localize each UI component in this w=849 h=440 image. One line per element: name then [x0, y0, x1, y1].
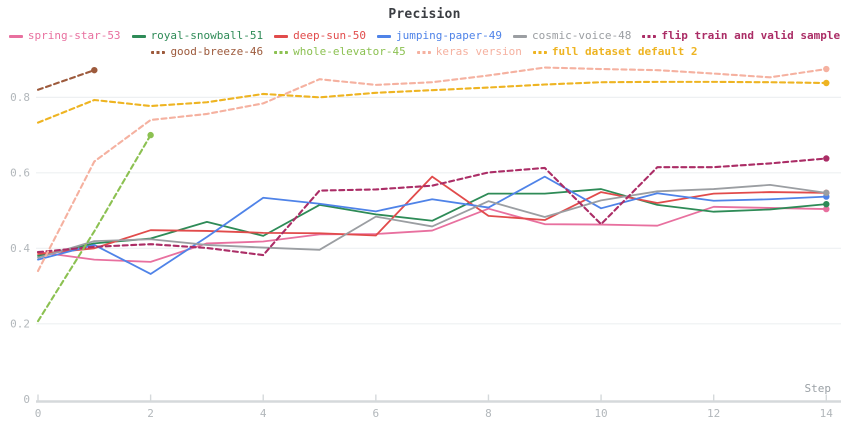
endpoint-dot — [823, 79, 830, 87]
series-line-spring-star-53[interactable] — [37, 205, 828, 263]
dashed-line-swatch-icon — [151, 50, 166, 54]
endpoint-dot — [823, 189, 830, 197]
legend-item-keras-version[interactable]: keras version — [416, 45, 522, 59]
legend-label: royal-snowball-51 — [150, 29, 264, 42]
legend-label: keras version — [435, 45, 522, 58]
legend-label: jumping-paper-49 — [396, 29, 502, 42]
y-tick-label: 0.4 — [10, 242, 30, 255]
legend-label: good-breeze-46 — [170, 45, 264, 58]
legend-label: full dataset default 2 — [551, 45, 698, 58]
chart-title: Precision — [388, 7, 461, 22]
legend-label: whole-elevator-45 — [293, 45, 406, 58]
x-tick-label: 10 — [594, 407, 607, 420]
solid-line-swatch-icon — [274, 34, 289, 38]
endpoint-dot — [91, 66, 98, 74]
solid-line-swatch-icon — [377, 34, 392, 38]
x-tick-label: 2 — [147, 407, 154, 420]
series-line-royal-snowball-51[interactable] — [37, 188, 828, 257]
x-tick-label: 14 — [820, 407, 834, 420]
legend-item-whole-elevator-45[interactable]: whole-elevator-45 — [274, 45, 406, 59]
series-line-deep-sun-50[interactable] — [37, 175, 828, 255]
y-tick-label: 0.2 — [10, 317, 30, 330]
dashed-line-swatch-icon — [642, 34, 657, 38]
dashed-line-swatch-icon — [274, 50, 289, 54]
legend-item-spring-star-53[interactable]: spring-star-53 — [8, 29, 121, 43]
x-tick-label: 8 — [485, 407, 492, 420]
x-tick-label: 4 — [260, 407, 267, 420]
legend-row-2: good-breeze-46 whole-elevator-45 keras ver… — [0, 45, 849, 59]
endpoint-dot — [823, 155, 830, 162]
legend-item-cosmic-voice-48[interactable]: cosmic-voice-48 — [512, 29, 632, 43]
dashed-line-swatch-icon — [416, 50, 431, 54]
solid-line-swatch-icon — [131, 34, 146, 38]
legend-item-full-dataset-default-2[interactable]: full dataset default 2 — [532, 45, 698, 59]
x-axis-title: Step — [805, 382, 832, 395]
legend-item-good-breeze-46[interactable]: good-breeze-46 — [151, 45, 263, 59]
y-tick-label: 0.8 — [10, 91, 30, 104]
series-line-good-breeze-46[interactable] — [36, 69, 96, 91]
series-line-whole-elevator-45[interactable] — [36, 134, 152, 323]
dashed-line-swatch-icon — [532, 50, 547, 54]
endpoint-dot — [147, 131, 154, 139]
legend-item-deep-sun-50[interactable]: deep-sun-50 — [274, 29, 366, 43]
series-line-full-dataset-default-2[interactable] — [36, 80, 828, 124]
endpoint-dot — [823, 200, 830, 208]
legend-label: spring-star-53 — [27, 29, 121, 42]
endpoint-dot — [823, 65, 830, 73]
series-line-flip-train-and-valid-sample[interactable] — [36, 157, 828, 257]
x-tick-label: 6 — [373, 407, 380, 420]
solid-line-swatch-icon — [512, 34, 527, 38]
legend-label: flip train and valid sample — [661, 29, 841, 42]
legend-item-royal-snowball-51[interactable]: royal-snowball-51 — [131, 29, 264, 43]
y-tick-label: 0.6 — [10, 166, 30, 179]
endpoint-dot — [823, 205, 830, 213]
legend-label: cosmic-voice-48 — [531, 29, 632, 42]
y-tick-label: 0 — [23, 393, 30, 406]
legend-label: deep-sun-50 — [293, 29, 367, 42]
series-line-keras-version[interactable] — [36, 66, 828, 273]
series-line-cosmic-voice-48[interactable] — [37, 184, 828, 259]
legend-item-flip-train-and-valid-sample[interactable]: flip train and valid sample — [642, 29, 840, 43]
x-tick-label: 0 — [35, 407, 42, 420]
x-tick-label: 12 — [707, 407, 720, 420]
legend-row-1: spring-star-53 royal-snowball-51 deep-sun-… — [0, 29, 849, 43]
legend-item-jumping-paper-49[interactable]: jumping-paper-49 — [377, 29, 502, 43]
series-line-jumping-paper-49[interactable] — [37, 175, 828, 275]
solid-line-swatch-icon — [8, 34, 23, 38]
